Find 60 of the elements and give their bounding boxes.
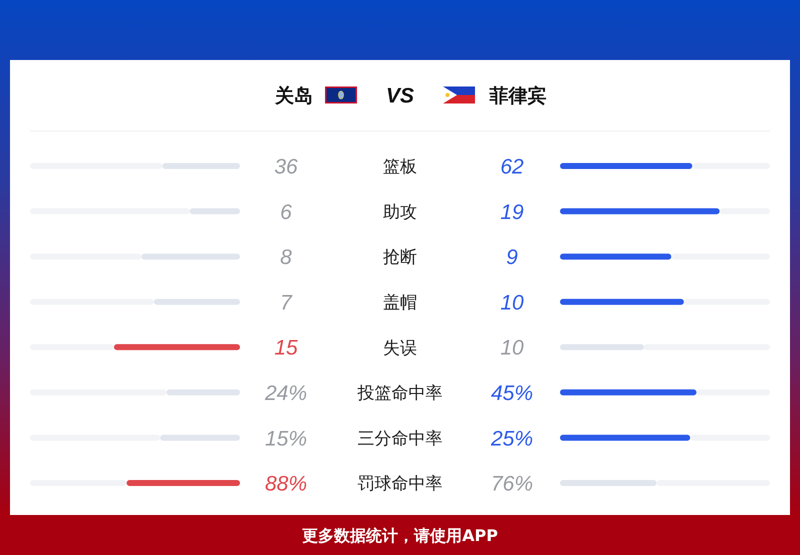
bar xyxy=(644,344,770,350)
text: 关岛 xyxy=(274,84,313,107)
bar xyxy=(656,480,770,486)
bar xyxy=(141,254,240,260)
bar xyxy=(671,254,770,260)
bar xyxy=(690,434,770,441)
bar xyxy=(30,389,166,396)
y-tick-label: 篮板 xyxy=(383,157,417,178)
bar xyxy=(30,254,142,260)
text: 10 xyxy=(500,291,524,314)
bar xyxy=(162,163,240,169)
bar xyxy=(30,208,190,214)
bar xyxy=(560,208,720,214)
text: 36 xyxy=(274,156,298,179)
bar xyxy=(190,208,240,214)
bar xyxy=(720,208,770,214)
bar xyxy=(126,480,240,486)
bar xyxy=(560,254,672,260)
bar xyxy=(154,298,240,305)
bar xyxy=(684,298,770,305)
bar xyxy=(30,163,162,169)
bar xyxy=(166,389,240,396)
bar xyxy=(30,434,160,441)
text: 15% xyxy=(264,427,308,450)
bar xyxy=(114,344,240,350)
text: 15 xyxy=(274,336,298,360)
text: 76% xyxy=(490,472,534,496)
text: 62 xyxy=(500,156,524,179)
y-tick-label: 投篮命中率 xyxy=(356,384,442,404)
bar xyxy=(560,344,644,350)
bar xyxy=(696,389,770,396)
bar xyxy=(560,434,690,441)
bar xyxy=(30,480,127,486)
y-tick-label: 助攻 xyxy=(383,202,417,222)
text: 8 xyxy=(280,246,292,270)
bar xyxy=(30,344,114,350)
text: 19 xyxy=(500,200,524,224)
text: 25% xyxy=(490,427,534,450)
y-tick-label: 罚球命中率 xyxy=(358,474,442,494)
text: 菲律宾 xyxy=(488,84,546,107)
bar xyxy=(560,298,684,305)
text: 7 xyxy=(280,291,294,314)
bar xyxy=(560,389,696,396)
y-tick-label: 抢断 xyxy=(383,248,417,268)
y-tick-label: 盖帽 xyxy=(383,292,417,313)
text: 6 xyxy=(280,200,292,224)
text: 45% xyxy=(490,382,534,405)
bar xyxy=(160,434,240,441)
text: VS xyxy=(386,84,414,108)
y-tick-label: 失误 xyxy=(383,338,417,358)
text: 10 xyxy=(500,336,524,360)
bar xyxy=(560,163,692,169)
y-tick-label: 三分命中率 xyxy=(358,428,442,449)
bar xyxy=(30,298,154,305)
bar xyxy=(560,480,657,486)
text: 9 xyxy=(506,246,518,270)
bar xyxy=(692,163,770,169)
text: 更多数据统计，请使用APP xyxy=(302,526,498,545)
text: 24% xyxy=(264,382,308,405)
text: 88% xyxy=(264,472,308,496)
